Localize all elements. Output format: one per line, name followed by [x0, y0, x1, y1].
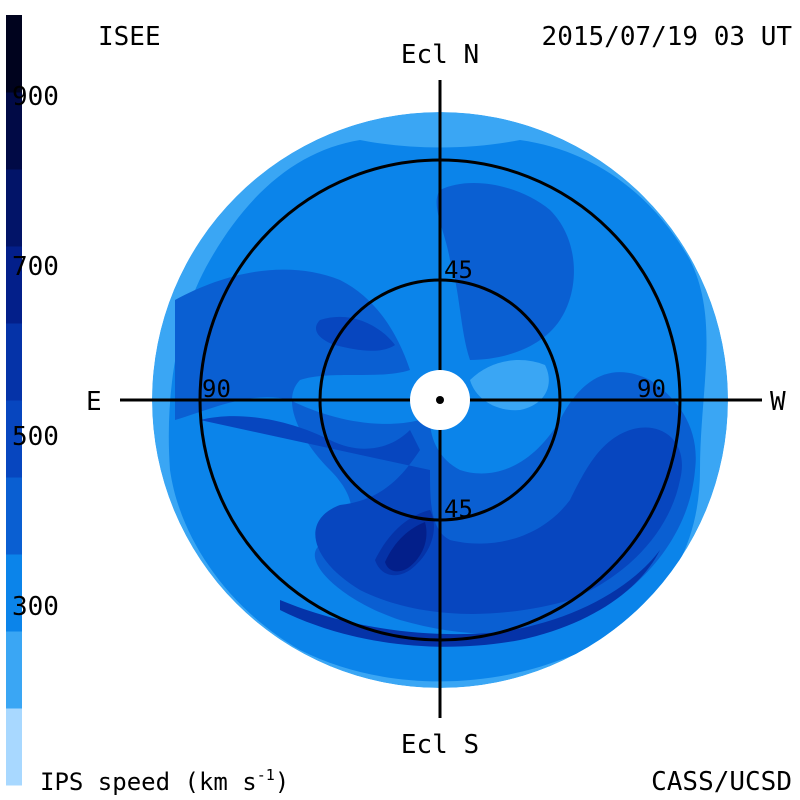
colorbar-band	[6, 169, 22, 247]
colorbar-band	[6, 400, 22, 478]
colorbar-tick-labels: 900 700 500 300	[12, 82, 59, 622]
speed-region-level-6	[385, 522, 427, 572]
colorbar-quantity-label: IPS speed (km s-1)	[40, 766, 289, 796]
sun-center-dot	[436, 396, 444, 404]
colorbar-band	[6, 708, 22, 786]
speed-region-pocket	[470, 360, 549, 411]
colorbar-band	[6, 477, 22, 555]
quantity-prefix: IPS speed (km s	[40, 768, 257, 796]
quantity-exponent: -1	[257, 766, 275, 784]
colorbar-band	[6, 554, 22, 632]
colorbar-band	[6, 246, 22, 324]
direction-ecliptic-south: Ecl S	[401, 730, 479, 760]
colorbar-tick-300: 300	[12, 592, 59, 622]
direction-west: W	[770, 387, 786, 417]
direction-ecliptic-north: Ecl N	[401, 40, 479, 70]
ring-label-90-left: 90	[202, 375, 231, 403]
source-label: ISEE	[98, 22, 161, 52]
ring-label-45-top: 45	[444, 256, 473, 284]
colorbar-tick-900: 900	[12, 82, 59, 112]
colorbar-tick-700: 700	[12, 252, 59, 282]
colorbar-band	[6, 323, 22, 401]
credit-label: CASS/UCSD	[651, 767, 792, 797]
direction-east: E	[86, 387, 102, 417]
colorbar-tick-500: 500	[12, 422, 59, 452]
timestamp-label: 2015/07/19 03 UT	[542, 22, 793, 52]
colorbar-band	[6, 631, 22, 709]
ring-label-90-right: 90	[637, 375, 666, 403]
colorbar-band	[6, 15, 22, 93]
colorbar-band	[6, 92, 22, 170]
ring-label-45-bottom: 45	[444, 495, 473, 523]
quantity-suffix: )	[275, 768, 289, 796]
colorbar	[6, 15, 22, 786]
speed-region-level-4	[200, 316, 682, 614]
